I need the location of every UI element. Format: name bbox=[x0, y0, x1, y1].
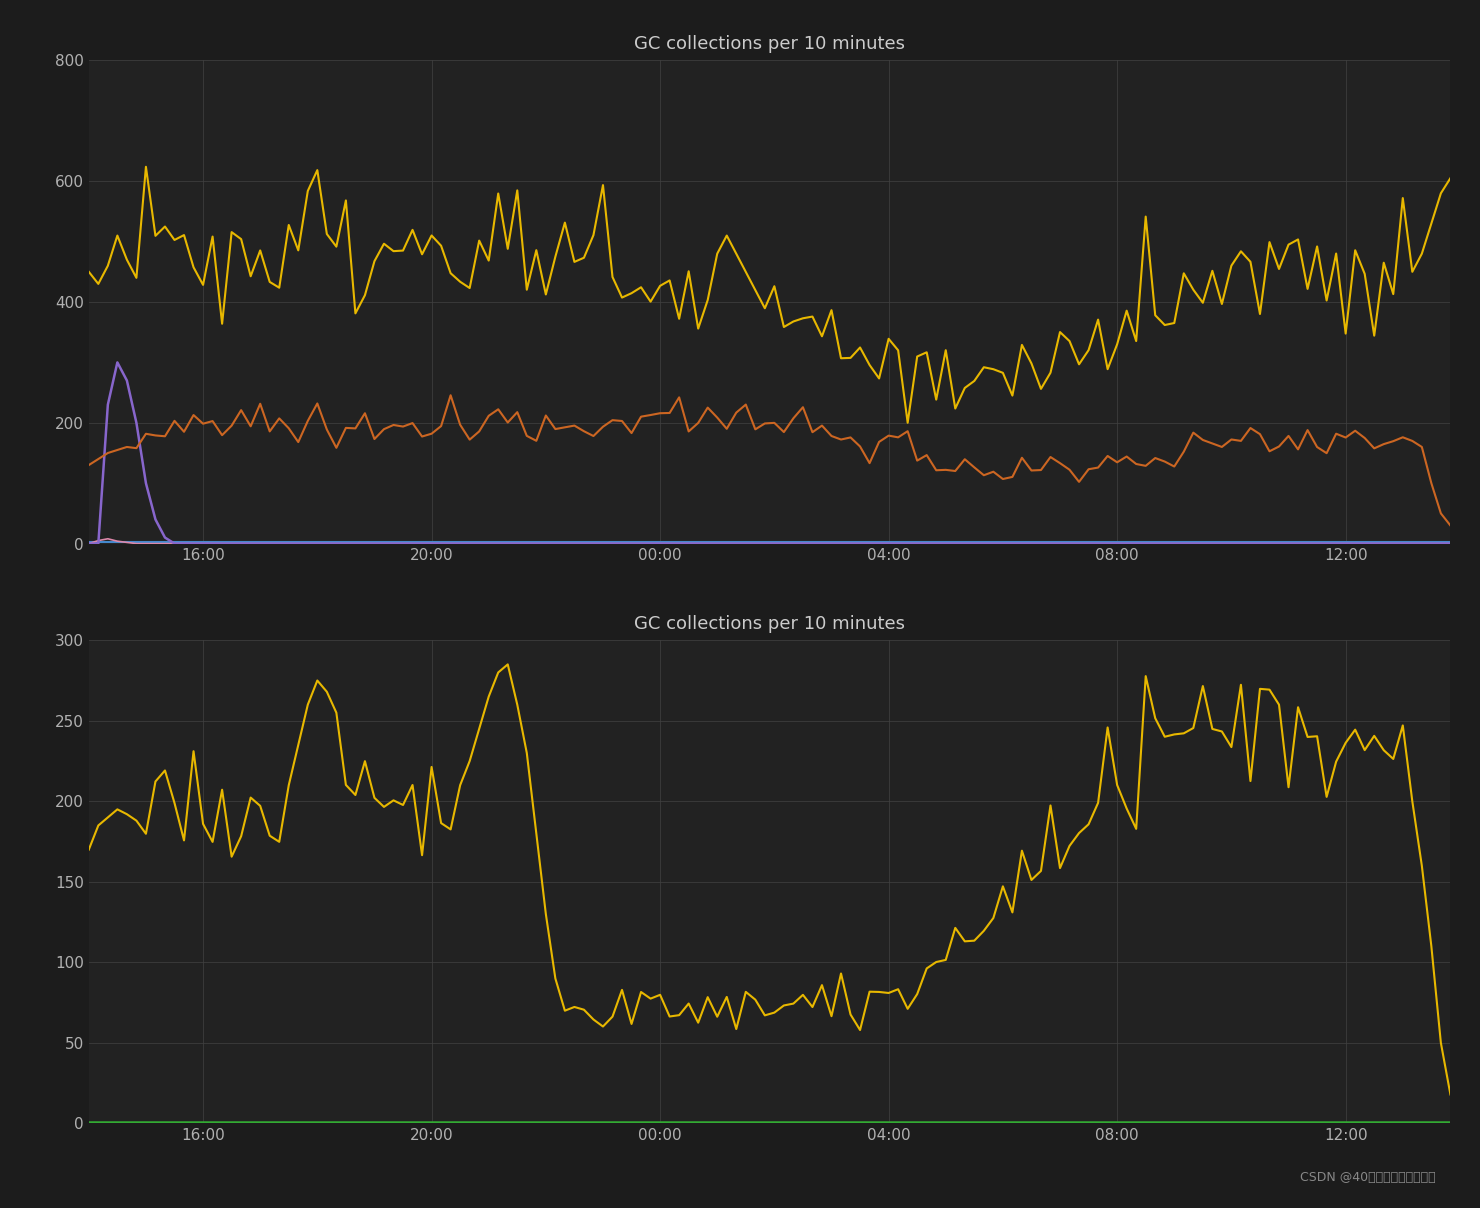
Text: CSDN @40岁资深老架构师尼恩: CSDN @40岁资深老架构师尼恩 bbox=[1299, 1171, 1436, 1184]
Title: GC collections per 10 minutes: GC collections per 10 minutes bbox=[633, 35, 906, 53]
Title: GC collections per 10 minutes: GC collections per 10 minutes bbox=[633, 615, 906, 633]
